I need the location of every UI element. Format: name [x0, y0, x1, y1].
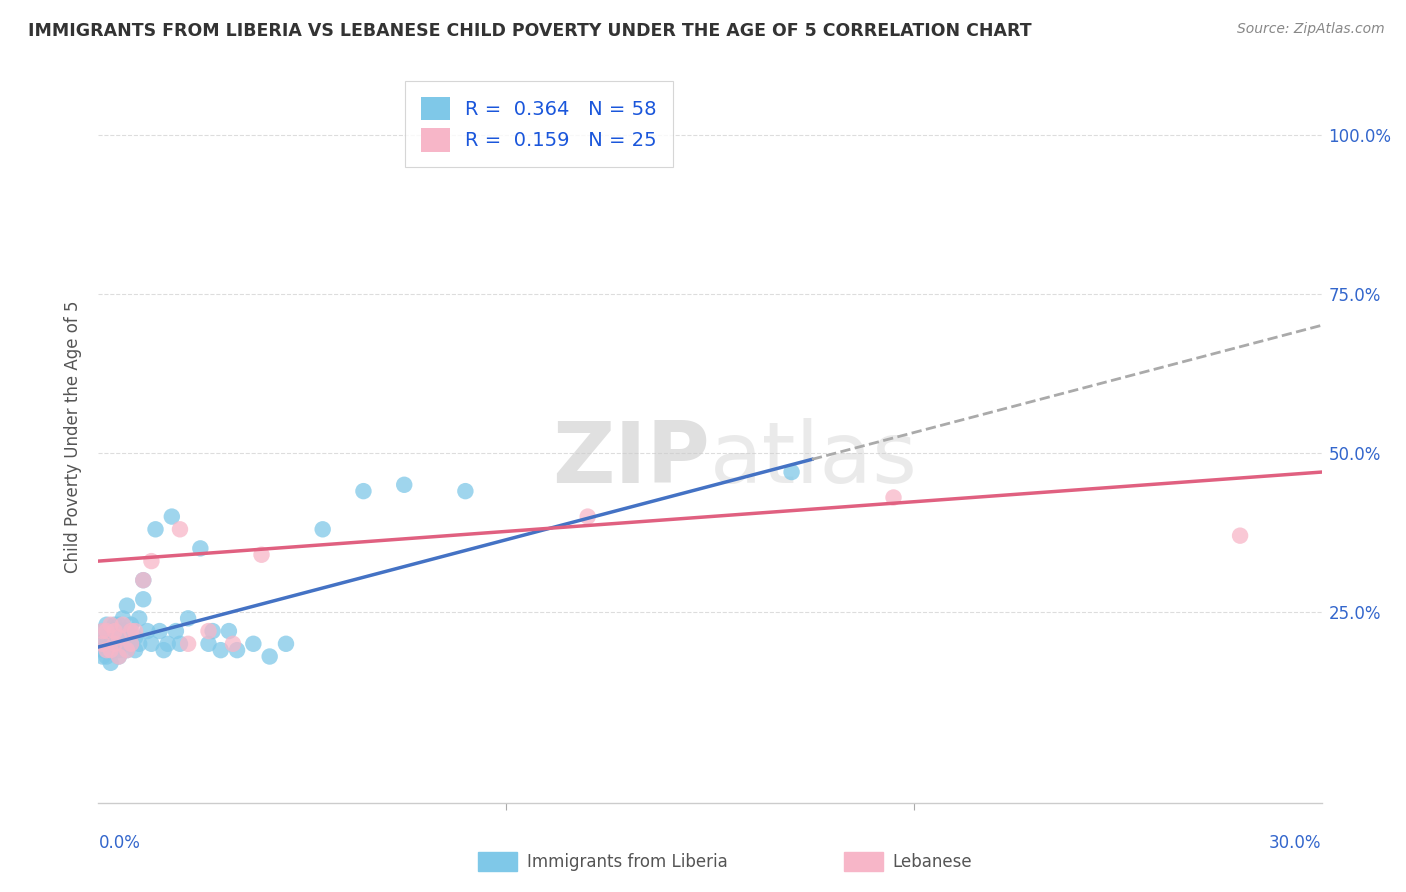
Point — [100, 637, 122, 651]
Point — [576, 509, 599, 524]
Point — [132, 592, 155, 607]
Point — [124, 643, 146, 657]
Point — [115, 643, 138, 657]
Point — [96, 643, 118, 657]
Point — [132, 573, 155, 587]
Point — [209, 643, 232, 657]
Point — [392, 477, 416, 491]
Point — [108, 649, 131, 664]
Point — [242, 637, 264, 651]
Legend: R =  0.364   N = 58, R =  0.159   N = 25: R = 0.364 N = 58, R = 0.159 N = 25 — [405, 81, 672, 168]
Text: Lebanese: Lebanese — [893, 853, 973, 871]
Point — [124, 631, 146, 645]
Point — [454, 484, 477, 499]
Point — [108, 649, 131, 664]
Point — [222, 637, 245, 651]
Point — [91, 637, 114, 651]
Point — [120, 637, 142, 651]
Point — [104, 631, 127, 645]
Point — [201, 624, 224, 638]
Point — [169, 522, 191, 536]
Point — [141, 637, 163, 651]
Text: 30.0%: 30.0% — [1270, 834, 1322, 852]
Point — [883, 491, 905, 505]
Point — [274, 637, 297, 651]
Point — [96, 649, 118, 664]
Text: Immigrants from Liberia: Immigrants from Liberia — [527, 853, 728, 871]
Point — [100, 643, 122, 657]
Point — [100, 617, 122, 632]
Point — [115, 624, 138, 638]
Point — [111, 617, 134, 632]
Point — [188, 541, 212, 556]
Point — [111, 624, 134, 638]
Point — [136, 624, 159, 638]
Text: IMMIGRANTS FROM LIBERIA VS LEBANESE CHILD POVERTY UNDER THE AGE OF 5 CORRELATION: IMMIGRANTS FROM LIBERIA VS LEBANESE CHIL… — [28, 22, 1032, 40]
Text: atlas: atlas — [710, 417, 918, 500]
Point — [160, 509, 183, 524]
Point — [177, 637, 200, 651]
Point — [352, 484, 374, 499]
Point — [108, 617, 131, 632]
Point — [115, 599, 138, 613]
Point — [91, 649, 114, 664]
Point — [104, 637, 127, 651]
Point — [100, 643, 122, 657]
Point — [104, 637, 127, 651]
Point — [259, 649, 281, 664]
Point — [169, 637, 191, 651]
Point — [124, 624, 146, 638]
Point — [197, 624, 219, 638]
Point — [91, 624, 114, 638]
Point — [218, 624, 240, 638]
Point — [100, 656, 122, 670]
Point — [128, 611, 150, 625]
Text: 0.0%: 0.0% — [98, 834, 141, 852]
Point — [111, 637, 134, 651]
Point — [104, 624, 127, 638]
Text: Source: ZipAtlas.com: Source: ZipAtlas.com — [1237, 22, 1385, 37]
Point — [96, 617, 118, 632]
Text: ZIP: ZIP — [553, 417, 710, 500]
Point — [91, 643, 114, 657]
Point — [250, 548, 273, 562]
Point — [197, 637, 219, 651]
Point — [149, 624, 172, 638]
Point — [108, 643, 131, 657]
Point — [104, 624, 127, 638]
Point — [177, 611, 200, 625]
Point — [120, 624, 142, 638]
Point — [1229, 529, 1251, 543]
Point — [96, 637, 118, 651]
Point — [156, 637, 179, 651]
Point — [120, 637, 142, 651]
Point — [91, 637, 114, 651]
Point — [226, 643, 249, 657]
Point — [145, 522, 167, 536]
Point — [104, 617, 127, 632]
Point — [115, 643, 138, 657]
Point — [165, 624, 187, 638]
Point — [100, 624, 122, 638]
Point — [96, 631, 118, 645]
Point — [780, 465, 803, 479]
Point — [91, 624, 114, 638]
Point — [111, 611, 134, 625]
Point — [108, 631, 131, 645]
Point — [96, 624, 118, 638]
Point — [120, 617, 142, 632]
Point — [141, 554, 163, 568]
Y-axis label: Child Poverty Under the Age of 5: Child Poverty Under the Age of 5 — [63, 301, 82, 574]
Point — [312, 522, 335, 536]
Point — [128, 637, 150, 651]
Point — [108, 631, 131, 645]
Point — [132, 573, 155, 587]
Point — [152, 643, 174, 657]
